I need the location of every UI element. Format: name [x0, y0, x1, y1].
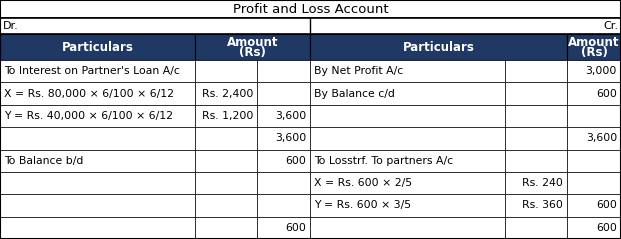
Bar	[567, 82, 621, 105]
Bar	[0, 105, 195, 127]
Text: To Losstrf. To partners A/c: To Losstrf. To partners A/c	[314, 156, 453, 166]
Text: Particulars: Particulars	[402, 40, 474, 54]
Bar	[0, 172, 195, 194]
Text: Profit and Loss Account: Profit and Loss Account	[233, 2, 388, 16]
Bar	[505, 194, 567, 217]
Bar	[257, 82, 310, 105]
Bar	[257, 60, 310, 82]
Text: Particulars: Particulars	[61, 40, 134, 54]
Bar	[257, 217, 310, 239]
Bar	[0, 0, 621, 18]
Bar	[0, 34, 195, 60]
Bar	[310, 172, 505, 194]
Text: 3,600: 3,600	[586, 133, 617, 143]
Bar	[310, 194, 505, 217]
Text: X = Rs. 600 × 2/5: X = Rs. 600 × 2/5	[314, 178, 412, 188]
Bar	[0, 150, 195, 172]
Bar	[0, 18, 621, 34]
Text: By Net Profit A/c: By Net Profit A/c	[314, 66, 403, 76]
Bar	[195, 60, 257, 82]
Bar	[195, 127, 257, 150]
Text: 3,600: 3,600	[274, 111, 306, 121]
Text: 3,600: 3,600	[274, 133, 306, 143]
Text: Y = Rs. 600 × 3/5: Y = Rs. 600 × 3/5	[314, 201, 411, 210]
Text: Amount: Amount	[568, 36, 620, 49]
Text: Rs. 240: Rs. 240	[522, 178, 563, 188]
Text: By Balance c/d: By Balance c/d	[314, 89, 395, 98]
Bar	[257, 105, 310, 127]
Bar	[257, 194, 310, 217]
Bar	[567, 150, 621, 172]
Bar	[505, 105, 567, 127]
Bar	[310, 127, 505, 150]
Text: To Balance b/d: To Balance b/d	[4, 156, 83, 166]
Bar	[505, 217, 567, 239]
Text: Amount: Amount	[227, 36, 278, 49]
Bar	[505, 60, 567, 82]
Text: 600: 600	[285, 223, 306, 233]
Bar	[567, 217, 621, 239]
Bar	[567, 172, 621, 194]
Bar	[195, 217, 257, 239]
Bar	[195, 105, 257, 127]
Text: Rs. 2,400: Rs. 2,400	[202, 89, 253, 98]
Text: 600: 600	[596, 223, 617, 233]
Text: Y = Rs. 40,000 × 6/100 × 6/12: Y = Rs. 40,000 × 6/100 × 6/12	[4, 111, 173, 121]
Bar	[0, 217, 195, 239]
Bar	[310, 82, 505, 105]
Bar	[195, 194, 257, 217]
Bar	[310, 105, 505, 127]
Bar	[505, 150, 567, 172]
Bar	[0, 82, 195, 105]
Text: (Rs): (Rs)	[581, 45, 607, 59]
Bar	[195, 34, 310, 60]
Text: Rs. 360: Rs. 360	[522, 201, 563, 210]
Bar	[310, 60, 505, 82]
Text: 3,000: 3,000	[586, 66, 617, 76]
Text: To Interest on Partner's Loan A/c: To Interest on Partner's Loan A/c	[4, 66, 180, 76]
Bar	[505, 127, 567, 150]
Bar	[257, 172, 310, 194]
Text: 600: 600	[596, 89, 617, 98]
Bar	[257, 127, 310, 150]
Bar	[0, 60, 195, 82]
Bar	[195, 172, 257, 194]
Bar	[567, 127, 621, 150]
Text: Rs. 1,200: Rs. 1,200	[202, 111, 253, 121]
Bar	[195, 82, 257, 105]
Bar	[0, 127, 195, 150]
Bar	[567, 60, 621, 82]
Bar	[567, 34, 621, 60]
Text: Cr.: Cr.	[603, 21, 618, 31]
Bar	[505, 172, 567, 194]
Bar	[195, 150, 257, 172]
Bar	[257, 150, 310, 172]
Text: (Rs): (Rs)	[239, 45, 266, 59]
Bar	[310, 34, 567, 60]
Bar	[567, 194, 621, 217]
Bar	[310, 150, 505, 172]
Bar	[567, 105, 621, 127]
Bar	[505, 82, 567, 105]
Text: 600: 600	[285, 156, 306, 166]
Text: X = Rs. 80,000 × 6/100 × 6/12: X = Rs. 80,000 × 6/100 × 6/12	[4, 89, 174, 98]
Text: Dr.: Dr.	[3, 21, 19, 31]
Text: 600: 600	[596, 201, 617, 210]
Bar	[310, 217, 505, 239]
Bar	[0, 194, 195, 217]
